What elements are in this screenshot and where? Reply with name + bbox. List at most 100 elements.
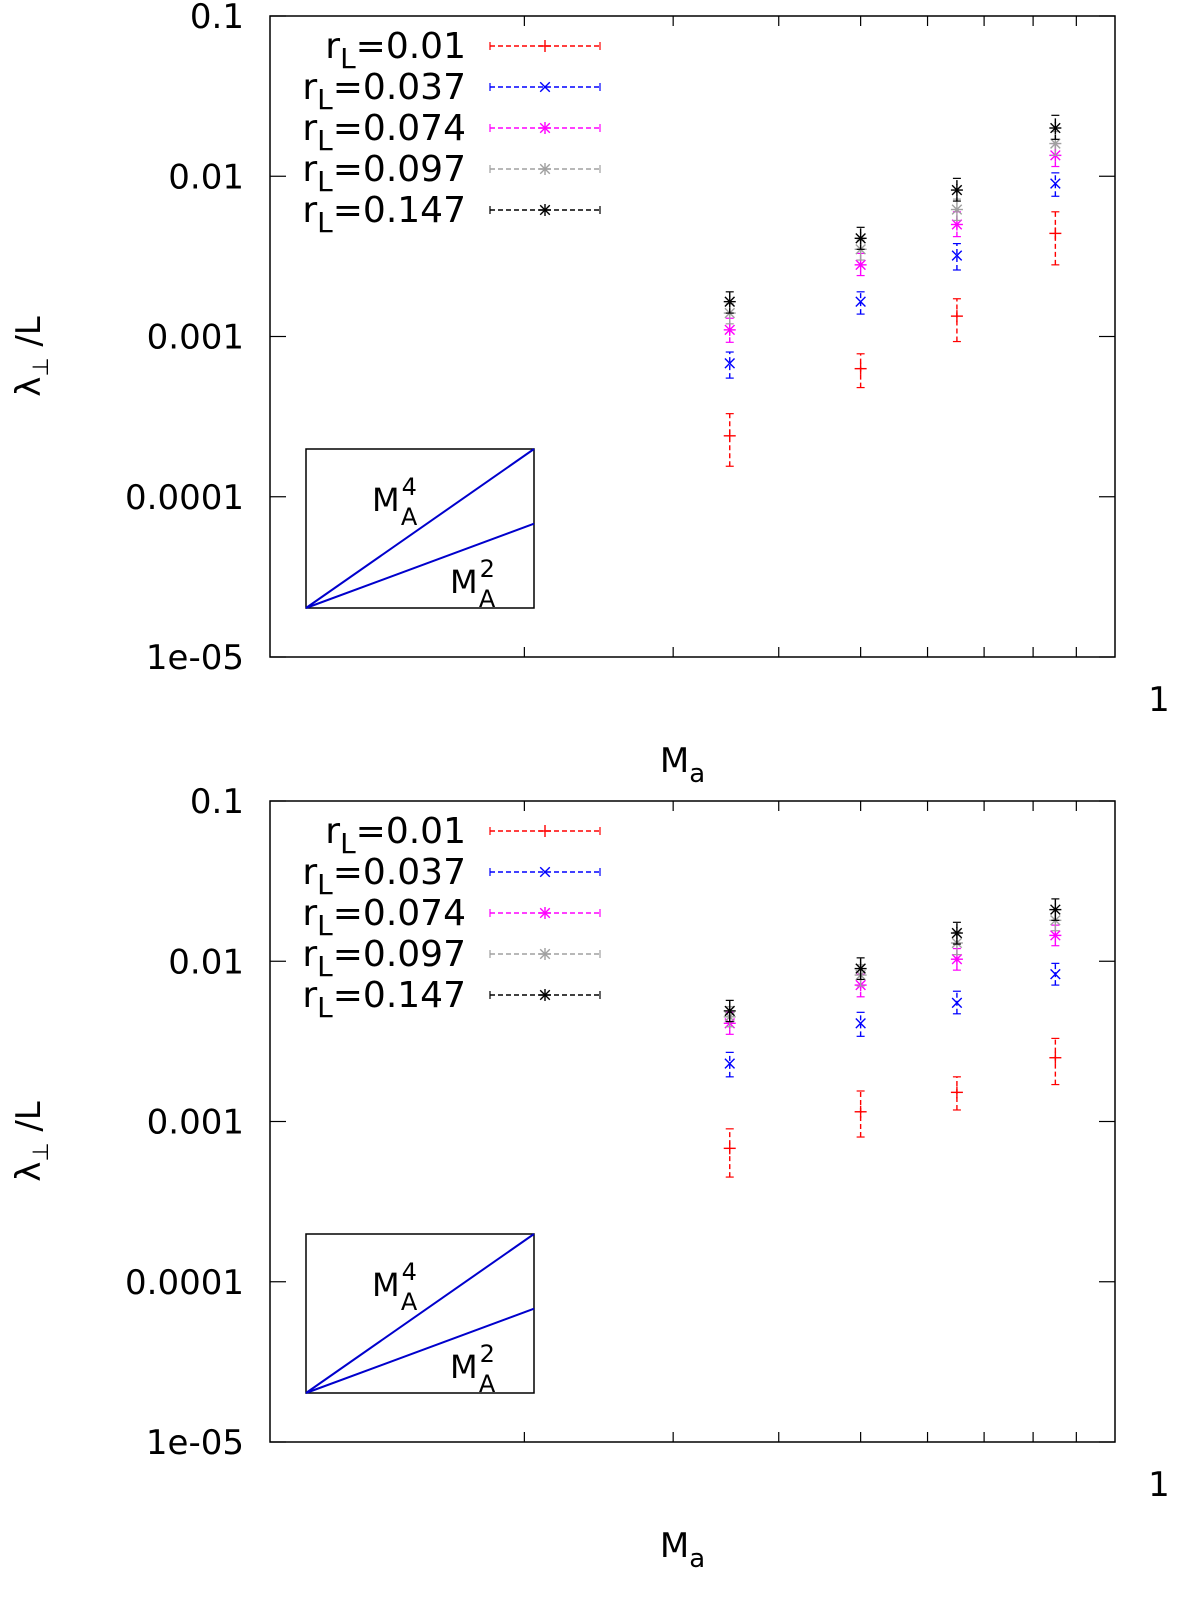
y-tick-label: 0.01: [168, 157, 244, 197]
marker-stroke: [951, 997, 963, 1009]
inset-slope-label: M2 A: [450, 555, 496, 613]
marker-stroke: [855, 296, 866, 307]
marker-stroke: [724, 324, 736, 336]
marker-stroke: [855, 259, 866, 271]
inset-slope-line: [305, 522, 535, 609]
inset-slope-line: [305, 448, 535, 609]
y-tick-label: 0.0001: [125, 478, 244, 518]
data-point: [723, 323, 736, 336]
marker-stroke: [951, 184, 963, 196]
legend-marker: [539, 989, 551, 1001]
legend-label: rL=0.097: [302, 149, 466, 198]
slope-inset: M4 AM2 A: [305, 1233, 535, 1398]
data-point: [854, 1105, 867, 1118]
marker-stroke: [951, 953, 963, 965]
legend-label-main: r: [302, 67, 317, 108]
inset-label-sub: A: [479, 585, 496, 613]
legend-label-sub: L: [317, 909, 333, 942]
x-axis-title: Ma: [660, 1526, 705, 1574]
data-point: [950, 1086, 963, 1099]
legend-label-main: r: [302, 975, 317, 1016]
marker-stroke: [539, 948, 551, 960]
inset-label-main: M: [450, 563, 478, 601]
legend-marker: [539, 825, 551, 837]
inset-label-sup: 2: [480, 555, 495, 583]
legend-label-suffix: =0.01: [356, 26, 466, 67]
legend-marker: [539, 204, 551, 216]
legend-label: rL=0.01: [325, 26, 466, 75]
y-axis-title: λ⊥ /L: [9, 1101, 54, 1182]
inset-slope-label: M4 A: [372, 1258, 418, 1316]
inset-slope-line: [305, 1233, 535, 1394]
y-tick-label: 0.001: [147, 1103, 244, 1143]
x-axis-title-main: M: [660, 741, 689, 781]
data-point: [951, 997, 963, 1009]
legend-label-sub: L: [317, 124, 333, 157]
marker-stroke: [951, 250, 963, 261]
inset-label-sup: 4: [402, 473, 417, 501]
y-tick-label: 0.01: [168, 942, 244, 982]
legend-label-suffix: =0.097: [333, 149, 466, 190]
legend-label-main: r: [302, 190, 317, 231]
series-5: [723, 898, 1062, 1023]
y-tick-label: 0.0001: [125, 1263, 244, 1303]
data-point: [1049, 122, 1062, 135]
legend-label-suffix: =0.147: [333, 975, 466, 1016]
y-tick-label: 1e-05: [146, 638, 244, 678]
inset-label-sub: A: [479, 1370, 496, 1398]
y-axis-title: λ⊥ /L: [9, 316, 54, 397]
marker-stroke: [951, 219, 963, 230]
legend-marker: [539, 907, 551, 919]
legend-label-main: r: [302, 149, 317, 190]
legend-label-sub: L: [317, 991, 333, 1024]
data-point: [1050, 968, 1061, 980]
legend-label-sub: L: [317, 206, 333, 239]
y-axis-title-suffix: /L: [9, 1101, 49, 1142]
legend-label-suffix: =0.097: [333, 934, 466, 975]
data-point: [854, 962, 867, 975]
legend-label-suffix: =0.037: [333, 67, 466, 108]
legend-label-sub: L: [317, 83, 333, 116]
legend-label-suffix: =0.074: [333, 893, 466, 934]
y-tick-label: 0.001: [147, 318, 244, 358]
marker-stroke: [724, 1058, 736, 1069]
y-tick-label: 0.1: [190, 782, 244, 822]
data-point: [854, 362, 867, 375]
x-axis-title-sub: a: [689, 1544, 705, 1574]
inset-label-main: M: [372, 481, 400, 519]
y-axis-title-sub: ⊥: [29, 1142, 54, 1161]
legend-marker: [539, 122, 551, 134]
legend-label: rL=0.074: [302, 108, 466, 157]
data-point: [723, 429, 736, 442]
legend-marker: [539, 948, 551, 960]
legend-label-sub: L: [340, 42, 356, 75]
series-2: [724, 962, 1061, 1078]
inset-label-sup: 4: [402, 1258, 417, 1286]
data-point: [950, 203, 963, 216]
marker-stroke: [539, 907, 551, 919]
legend-label-sub: L: [317, 868, 333, 901]
legend-label-main: r: [325, 26, 340, 67]
legend-label-suffix: =0.147: [333, 190, 466, 231]
data-point: [854, 232, 867, 245]
marker-stroke: [539, 989, 551, 1001]
legend-label-sub: L: [317, 950, 333, 983]
x-axis-title-sub: a: [689, 759, 705, 789]
x-axis-title-main: M: [660, 1526, 689, 1566]
series-3: [723, 142, 1062, 343]
series-4: [723, 130, 1062, 325]
marker-stroke: [539, 204, 551, 216]
y-axis-title-main: λ: [9, 1162, 49, 1182]
data-point: [951, 250, 963, 261]
series-1: [723, 211, 1062, 467]
x-tick-label: 1: [1148, 680, 1170, 720]
y-tick-label: 0.1: [190, 0, 244, 37]
y-tick-label: 1e-05: [146, 1423, 244, 1463]
marker-stroke: [724, 358, 736, 369]
data-point: [1049, 929, 1062, 942]
marker-stroke: [1050, 930, 1061, 941]
data-point: [950, 184, 963, 197]
series-1: [723, 1037, 1062, 1178]
